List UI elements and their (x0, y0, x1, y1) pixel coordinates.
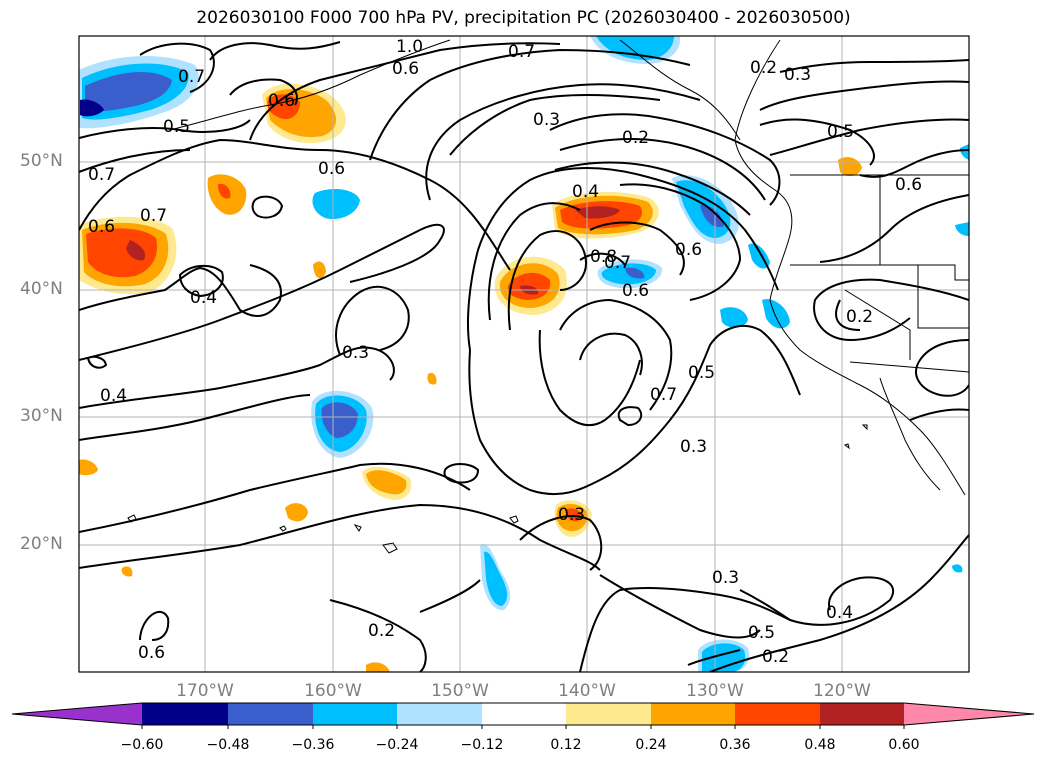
colorbar-segment (313, 703, 397, 725)
contour-label: 0.2 (750, 58, 777, 78)
plot-frame (78, 35, 970, 673)
contour-label: 0.6 (138, 643, 165, 663)
colorbar-tick-label: 0.60 (888, 737, 920, 753)
contour-label: 0.3 (558, 505, 585, 525)
colorbar-segment (228, 703, 313, 725)
contour-label: 0.6 (622, 281, 649, 301)
colorbar-tick-label: −0.60 (120, 737, 164, 753)
contour-label: 0.2 (762, 647, 789, 667)
lon-label: 170°W (176, 681, 234, 701)
contour-label: 0.7 (88, 165, 115, 185)
colorbar-tick-label: 0.12 (550, 737, 582, 753)
contour-label: 0.6 (392, 59, 419, 79)
pv-contours (79, 41, 969, 672)
contour-label: 0.3 (342, 343, 369, 363)
colorbar-segment (651, 703, 735, 725)
colorbar-tick-label: −0.12 (460, 737, 504, 753)
contour-label: 0.4 (100, 386, 127, 406)
colorbar-tick-label: −0.48 (206, 737, 250, 753)
colorbar (11, 702, 1035, 729)
lon-label: 150°W (431, 681, 489, 701)
colorbar-segment (397, 703, 482, 725)
contour-label: 0.7 (140, 206, 167, 226)
contour-label: 0.7 (650, 385, 677, 405)
contour-label: 0.6 (675, 240, 702, 260)
contour-label: 0.5 (748, 623, 775, 643)
lat-label: 40°N (20, 279, 63, 299)
contour-label: 0.4 (572, 182, 599, 202)
contour-label: 0.5 (163, 117, 190, 137)
lat-label: 30°N (20, 406, 63, 426)
colorbar-extend-low (12, 703, 142, 725)
colorbar-tick-label: −0.36 (291, 737, 335, 753)
map-title: 2026030100 F000 700 hPa PV, precipitatio… (196, 8, 851, 28)
contour-label: 1.0 (396, 37, 423, 57)
lon-label: 130°W (686, 681, 744, 701)
colorbar-extend-high (904, 703, 1034, 725)
precip-shading (79, 36, 969, 672)
contour-label: 0.6 (895, 175, 922, 195)
contour-label: 0.2 (846, 307, 873, 327)
contour-label: 0.2 (368, 621, 395, 641)
contour-label: 0.7 (508, 42, 535, 62)
colorbar-tick-label: 0.48 (804, 737, 836, 753)
colorbar-segment (142, 703, 228, 725)
lon-label: 120°W (813, 681, 871, 701)
contour-label: 0.4 (826, 603, 853, 623)
contour-label: 0.3 (712, 568, 739, 588)
contour-label: 0.4 (190, 288, 217, 308)
colorbar-tick-label: −0.24 (375, 737, 419, 753)
contour-label: 0.7 (178, 67, 205, 87)
contour-label: 0.3 (533, 110, 560, 130)
contour-label: 0.7 (604, 253, 631, 273)
lon-label: 140°W (558, 681, 616, 701)
contour-label: 0.6 (268, 91, 295, 111)
lat-label: 20°N (20, 534, 63, 554)
contour-label: 0.3 (680, 437, 707, 457)
colorbar-segment (735, 703, 820, 725)
contour-label: 0.2 (622, 128, 649, 148)
coastlines (127, 39, 969, 554)
colorbar-tick-label: 0.24 (635, 737, 667, 753)
contour-label: 0.3 (784, 65, 811, 85)
contour-label: 0.6 (88, 217, 115, 237)
contour-label: 0.5 (827, 122, 854, 142)
lat-label: 50°N (20, 151, 63, 171)
lon-label: 160°W (304, 681, 362, 701)
contour-label: 0.5 (688, 363, 715, 383)
contour-label: 0.8 (590, 247, 617, 267)
colorbar-tick-label: 0.36 (719, 737, 751, 753)
contour-label: 0.6 (318, 159, 345, 179)
colorbar-segment (820, 703, 904, 725)
colorbar-segment (482, 703, 566, 725)
contour-labels: 0.7 0.2 0.3 0.2 0.5 0.3 0.6 0.7 0.4 0.3 … (88, 37, 922, 667)
colorbar-segment (566, 703, 651, 725)
